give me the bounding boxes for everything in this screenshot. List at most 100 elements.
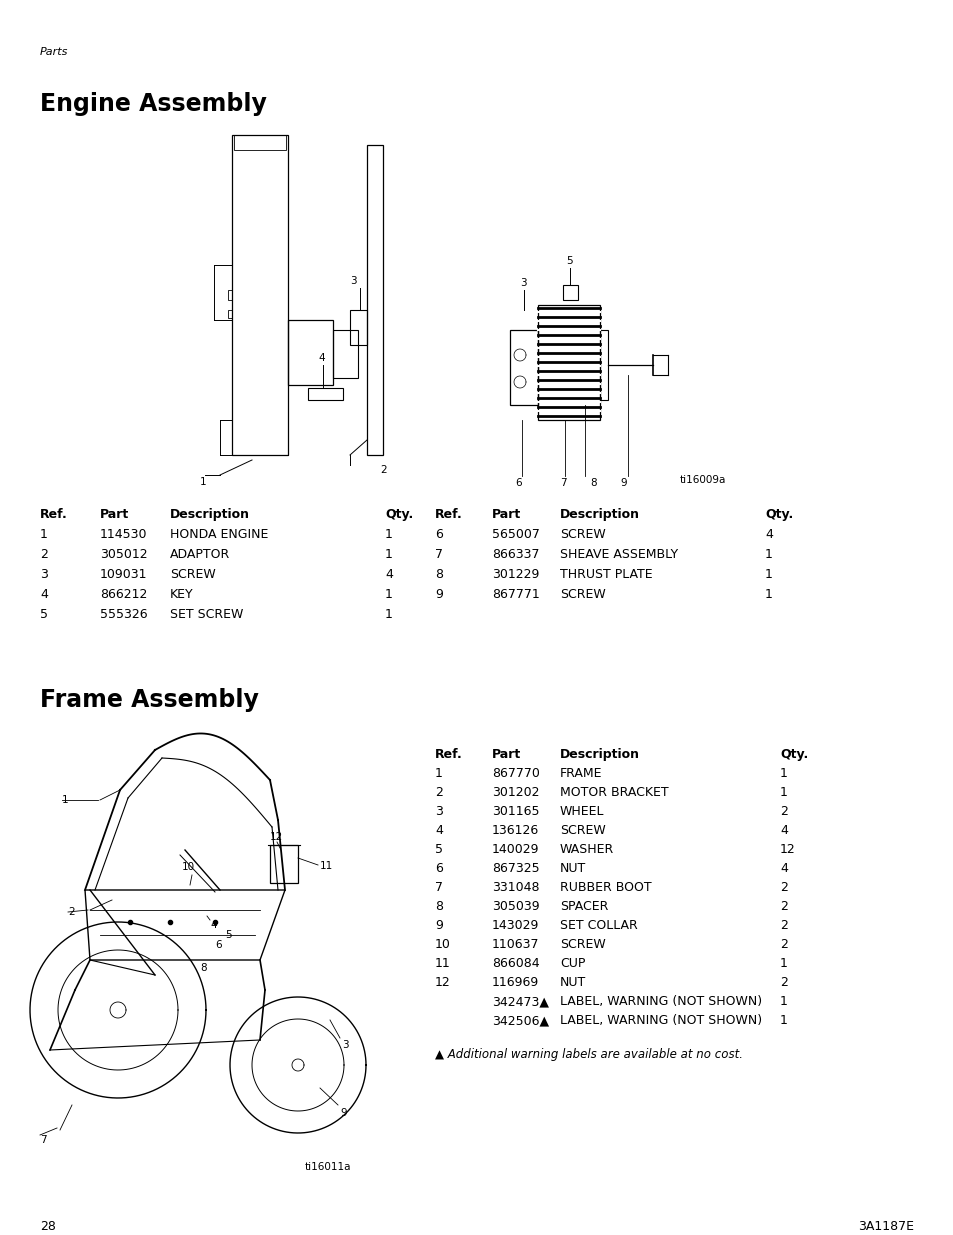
Text: 1: 1 [780,785,787,799]
Text: 867325: 867325 [492,862,539,876]
Text: NUT: NUT [559,862,586,876]
Text: RUBBER BOOT: RUBBER BOOT [559,881,651,894]
Text: Qty.: Qty. [780,748,807,761]
Text: 9: 9 [619,478,626,488]
Text: 342473▲: 342473▲ [492,995,548,1008]
Text: 11: 11 [435,957,450,969]
Text: 2: 2 [379,466,386,475]
Text: 2: 2 [780,805,787,818]
Text: SCREW: SCREW [559,588,605,601]
Text: 1: 1 [780,957,787,969]
Text: 2: 2 [780,881,787,894]
Text: 6: 6 [435,529,442,541]
Text: WASHER: WASHER [559,844,614,856]
Bar [308,388,343,400]
Text: NUT: NUT [559,976,586,989]
Text: FRAME: FRAME [559,767,602,781]
Text: 301229: 301229 [492,568,538,580]
Text: 1: 1 [385,548,393,561]
Text: 9: 9 [435,588,442,601]
Text: 6: 6 [214,940,221,950]
Text: SHEAVE ASSEMBLY: SHEAVE ASSEMBLY [559,548,678,561]
Text: 7: 7 [435,548,442,561]
Text: WHEEL: WHEEL [559,805,604,818]
Bar [350,310,367,345]
Text: 3: 3 [40,568,48,580]
Text: 1: 1 [385,588,393,601]
Bar [367,144,382,454]
Text: 1: 1 [435,767,442,781]
Text: 109031: 109031 [100,568,148,580]
Text: 5: 5 [565,256,572,266]
Text: MOTOR BRACKET: MOTOR BRACKET [559,785,668,799]
Bar [233,135,286,149]
Text: 8: 8 [200,963,207,973]
Bar [510,330,537,405]
Text: 110637: 110637 [492,939,539,951]
Text: Part: Part [492,748,520,761]
Text: Parts: Parts [40,47,69,57]
Text: 1: 1 [780,1014,787,1028]
Text: 342506▲: 342506▲ [492,1014,549,1028]
Text: 8: 8 [435,568,442,580]
Text: SET COLLAR: SET COLLAR [559,919,638,932]
Text: SCREW: SCREW [559,824,605,837]
Text: LABEL, WARNING (NOT SHOWN): LABEL, WARNING (NOT SHOWN) [559,995,761,1008]
Text: LABEL, WARNING (NOT SHOWN): LABEL, WARNING (NOT SHOWN) [559,1014,761,1028]
Text: 4: 4 [40,588,48,601]
Text: 7: 7 [559,478,566,488]
Text: 4: 4 [764,529,772,541]
Text: 114530: 114530 [100,529,148,541]
Text: Part: Part [492,508,520,521]
Text: 9: 9 [339,1108,346,1118]
Text: HONDA ENGINE: HONDA ENGINE [170,529,268,541]
Text: 11: 11 [319,861,333,871]
Text: 4: 4 [210,920,216,930]
Text: 301165: 301165 [492,805,539,818]
Text: 2: 2 [780,919,787,932]
Text: 1: 1 [199,477,206,487]
Text: 2: 2 [435,785,442,799]
Text: 9: 9 [435,919,442,932]
Text: Qty.: Qty. [764,508,792,521]
Text: 866212: 866212 [100,588,147,601]
Bar [270,845,297,883]
Text: Ref.: Ref. [40,508,68,521]
Text: 10: 10 [181,862,194,872]
Text: SET SCREW: SET SCREW [170,608,243,621]
Bar [599,330,607,400]
Text: SCREW: SCREW [559,939,605,951]
Text: 3: 3 [435,805,442,818]
Text: 2: 2 [780,900,787,913]
Text: 6: 6 [515,478,521,488]
Text: 2: 2 [780,976,787,989]
Text: 1: 1 [385,529,393,541]
Text: SCREW: SCREW [170,568,215,580]
Text: 5: 5 [435,844,442,856]
Text: 8: 8 [435,900,442,913]
Text: 1: 1 [780,995,787,1008]
Text: 136126: 136126 [492,824,538,837]
Text: 1: 1 [764,568,772,580]
Text: ▲ Additional warning labels are available at no cost.: ▲ Additional warning labels are availabl… [435,1049,742,1061]
Text: SCREW: SCREW [559,529,605,541]
Text: THRUST PLATE: THRUST PLATE [559,568,652,580]
Text: 12: 12 [270,832,283,842]
Text: 4: 4 [780,862,787,876]
Text: 1: 1 [764,588,772,601]
Text: 4: 4 [385,568,393,580]
Text: 4: 4 [435,824,442,837]
Text: SPACER: SPACER [559,900,608,913]
Bar [228,310,232,317]
Text: 7: 7 [435,881,442,894]
Text: 305012: 305012 [100,548,148,561]
Text: 12: 12 [435,976,450,989]
Text: CUP: CUP [559,957,585,969]
Text: 28: 28 [40,1220,56,1233]
Text: 10: 10 [435,939,451,951]
Text: Frame Assembly: Frame Assembly [40,688,258,713]
Text: KEY: KEY [170,588,193,601]
Text: 305039: 305039 [492,900,539,913]
Text: 867771: 867771 [492,588,539,601]
Text: 866084: 866084 [492,957,539,969]
